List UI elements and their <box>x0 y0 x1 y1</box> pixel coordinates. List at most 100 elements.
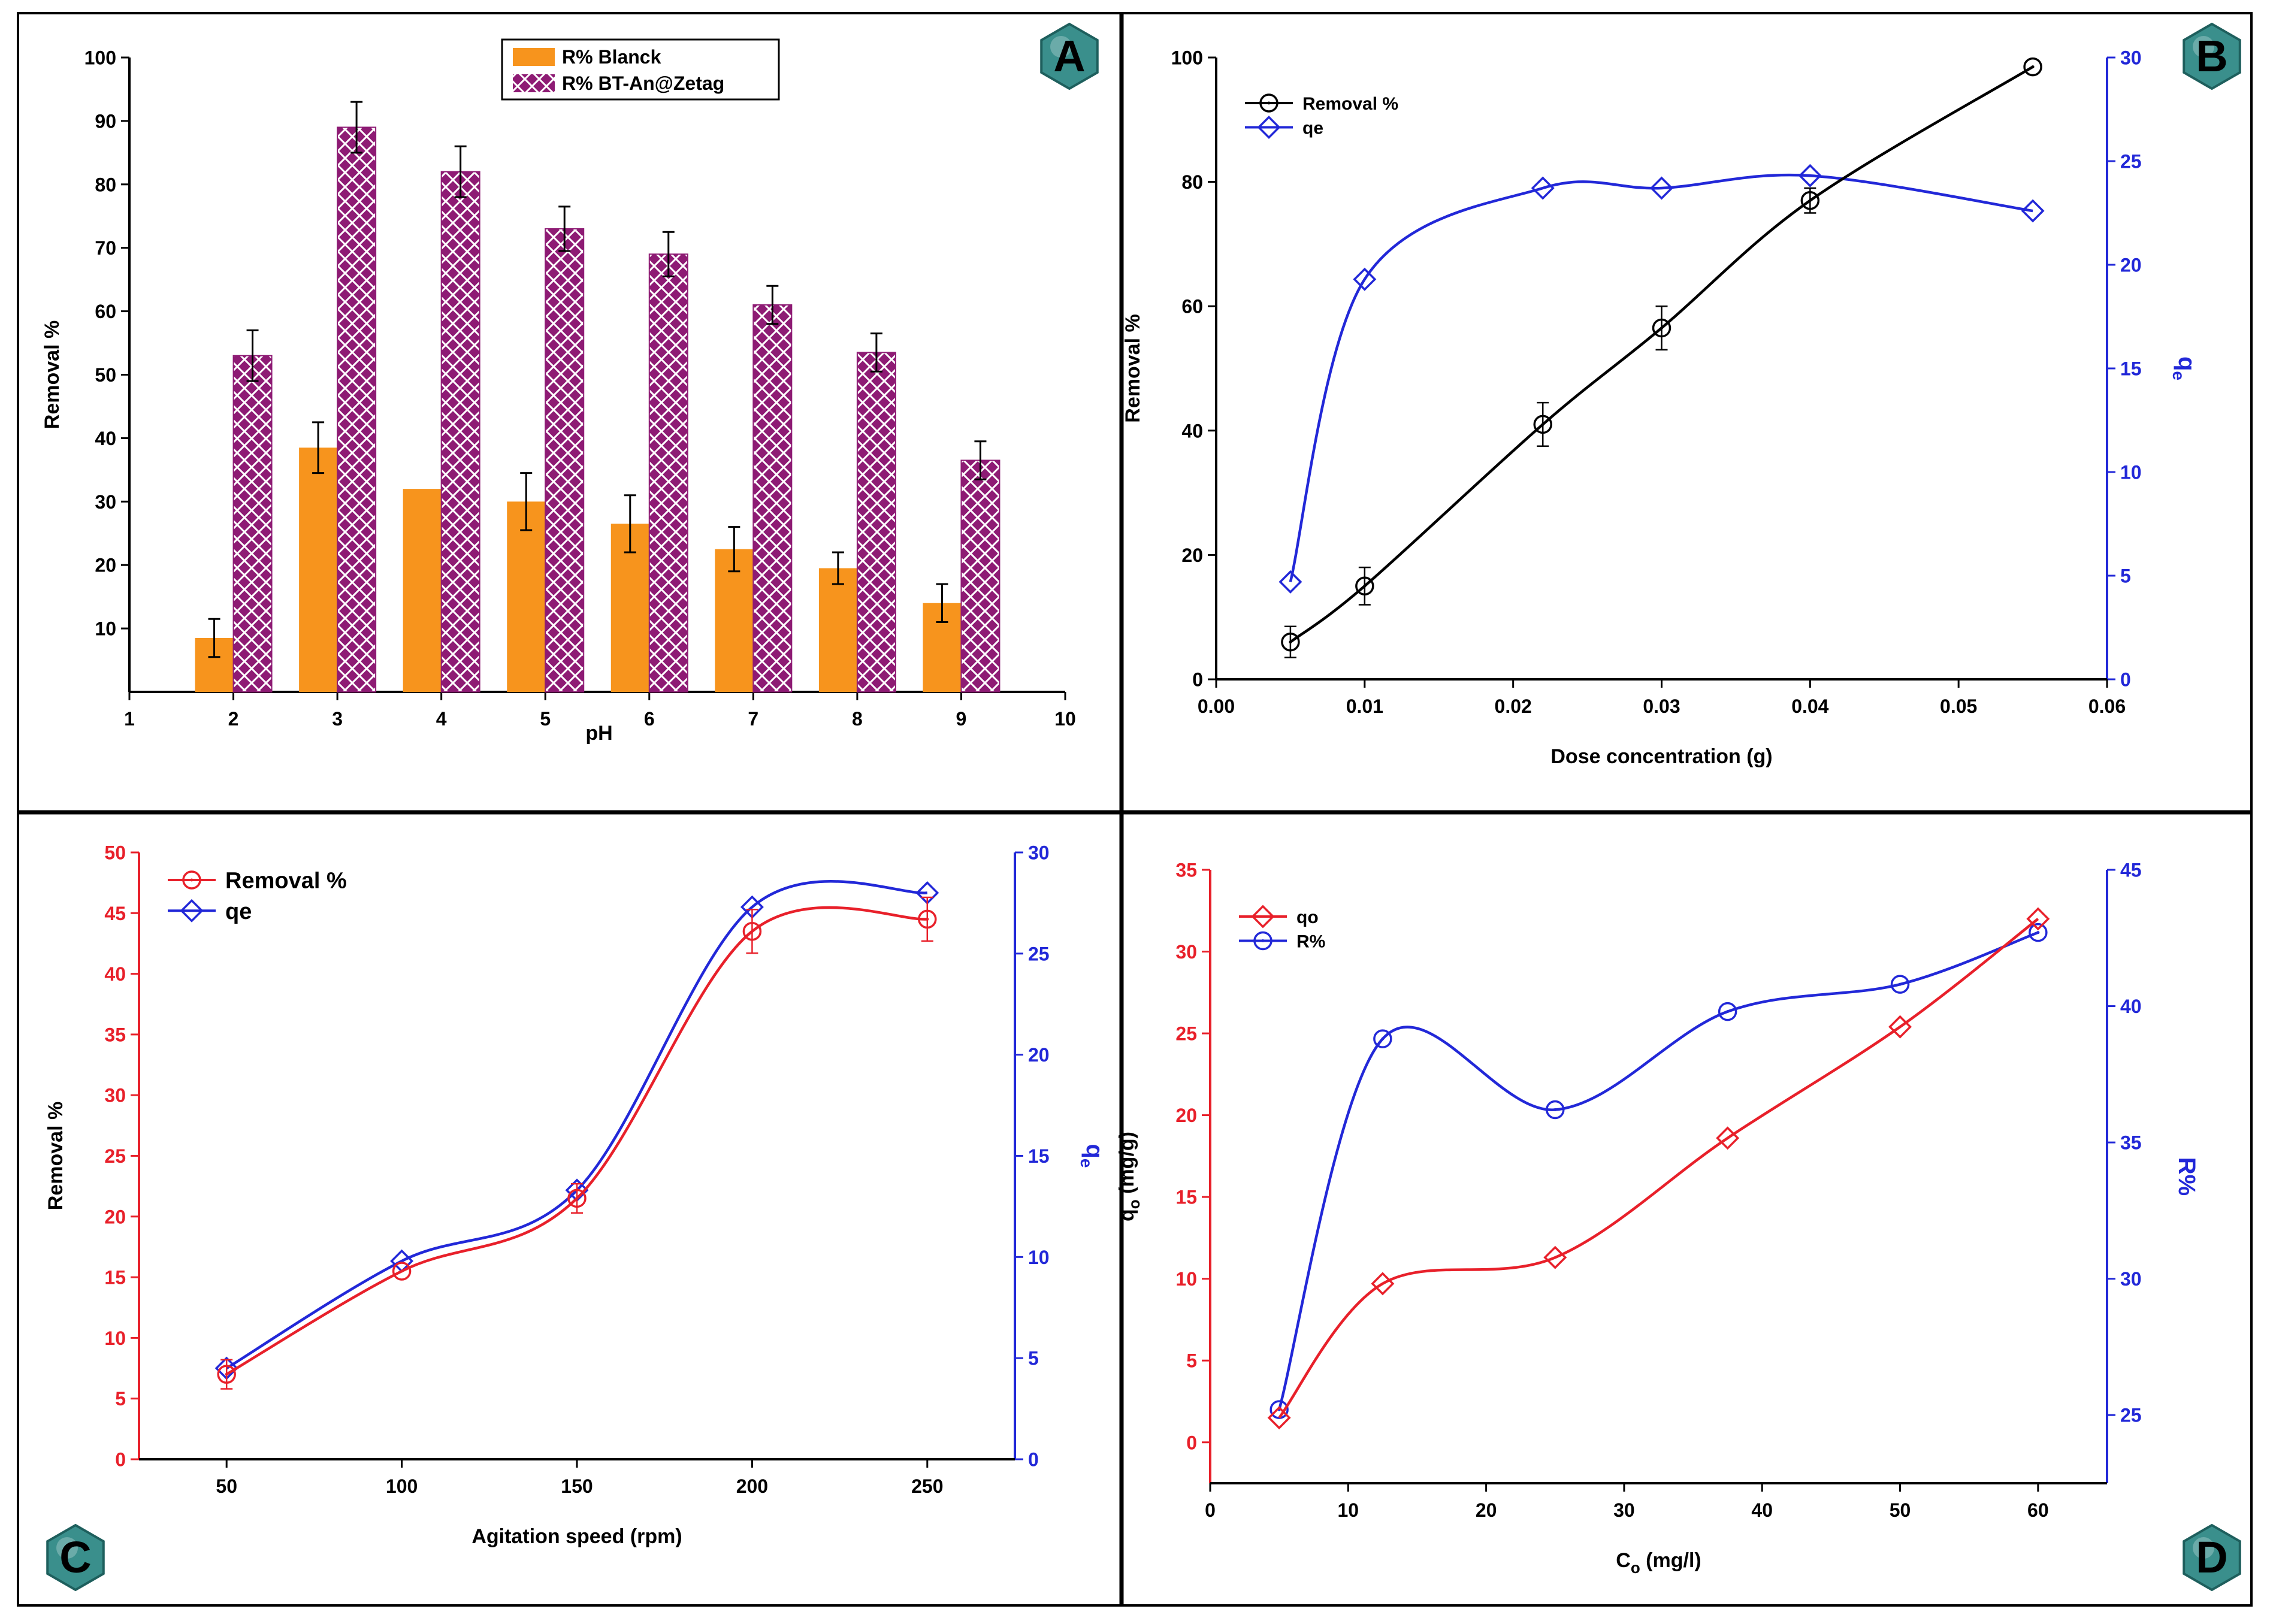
x-tick-label: 50 <box>1890 1499 1911 1521</box>
y-tick-label: 10 <box>1028 1247 1050 1268</box>
legend-marker-dot <box>190 878 194 882</box>
bar-bt-8 <box>856 352 896 692</box>
legend-label: Removal % <box>1302 94 1398 114</box>
series-removal-point-dot <box>2031 65 2035 69</box>
panel-a-chart: 10 20 30 40 50 60 70 80 90 100 1 2 3 4 5 6 7 8 9 10 pH Remova… <box>41 38 1076 745</box>
x-axis-title-main: C <box>1616 1549 1631 1572</box>
legend-marker <box>1257 116 1281 139</box>
bar-bt-4 <box>440 171 480 692</box>
panel-c-chart: 0 5 10 15 20 25 30 35 40 45 50 0 5 10 15 20 25 30 50 100 150… <box>44 842 1108 1548</box>
left-axis-title-main: Removal % <box>1122 314 1144 422</box>
right-axis-title: R% <box>2174 1157 2200 1196</box>
bar-bt-6 <box>648 253 688 693</box>
legend-swatch-blank <box>513 48 555 66</box>
bar-bt-7 <box>752 304 793 692</box>
x-tick-label: 7 <box>748 708 758 730</box>
y-tick-label: 25 <box>2120 151 2142 173</box>
bar-bt-9 <box>960 459 1001 693</box>
left-axis-title: Removal % <box>1122 314 1144 422</box>
x-axis-title: Agitation speed (rpm) <box>471 1525 682 1548</box>
left-axis-title-sub: o <box>1125 1199 1143 1209</box>
x-tick-label: 0.04 <box>1791 695 1828 717</box>
y-tick-label: 40 <box>95 428 116 449</box>
x-tick-label: 2 <box>228 708 239 730</box>
legend-label: R% BT-An@Zetag <box>562 72 724 94</box>
x-tick-label: 10 <box>1054 708 1076 730</box>
y-tick-label: 50 <box>95 364 116 386</box>
x-tick-label: 100 <box>386 1475 418 1497</box>
series-r-point <box>1373 1029 1392 1048</box>
badge-letter: D <box>2196 1532 2227 1582</box>
legend-marker <box>1253 931 1272 951</box>
badge-highlight <box>2193 36 2214 58</box>
y-tick-label: 5 <box>115 1388 126 1410</box>
y-tick-label: 20 <box>1181 545 1203 566</box>
y-tick-label: 25 <box>1028 943 1050 964</box>
x-tick-label: 8 <box>852 708 863 730</box>
legend-label: R% <box>1296 932 1325 951</box>
series-qo-point <box>1888 1015 1912 1039</box>
x-tick-label: 0.06 <box>2088 695 2126 717</box>
x-axis-title-main: Agitation speed (rpm) <box>471 1525 682 1548</box>
y-tick-label: 30 <box>1175 941 1197 963</box>
badge-hexagon <box>2183 22 2241 90</box>
series-qo-line <box>1278 918 2039 1419</box>
legend-marker <box>1251 905 1275 929</box>
series-qo-point <box>2026 907 2050 931</box>
bar-blank-7 <box>715 549 754 692</box>
x-tick-label: 0 <box>1205 1499 1216 1521</box>
badge-letter: B <box>2196 31 2227 81</box>
y-tick-label: 10 <box>2120 462 2142 483</box>
series-removal-point <box>2023 57 2042 77</box>
y-tick-label: 0 <box>1186 1432 1197 1453</box>
series-r-point-dot <box>1726 1010 1730 1014</box>
badge-highlight <box>2193 1537 2214 1559</box>
x-axis-title-unit: (mg/l) <box>1640 1549 1701 1572</box>
x-axis-title-sub: o <box>1631 1559 1640 1577</box>
series-r-point-dot <box>2036 931 2040 935</box>
y-tick-label: 45 <box>104 903 126 924</box>
x-tick-label: 250 <box>911 1475 943 1497</box>
x-tick-label: 0.01 <box>1346 695 1383 717</box>
y-tick-label: 15 <box>1175 1187 1197 1208</box>
panel-badge-A: A <box>1040 22 1099 90</box>
y-tick-label: 30 <box>1028 842 1050 864</box>
series-qe-point <box>1531 176 1555 200</box>
y-tick-label: 15 <box>1028 1145 1050 1167</box>
right-axis-title-sub: e <box>2169 371 2188 380</box>
legend-label: qe <box>1302 118 1323 138</box>
y-tick-label: 20 <box>1028 1044 1050 1066</box>
x-axis-title-main: Dose concentration (g) <box>1550 745 1772 768</box>
x-tick-label: 5 <box>540 708 551 730</box>
bar-blank-8 <box>818 568 857 692</box>
series-removal-point <box>392 1262 412 1281</box>
bar-blank-5 <box>507 501 546 692</box>
y-tick-label: 30 <box>104 1085 126 1106</box>
y-tick-label: 90 <box>95 110 116 132</box>
right-axis-title-sub: e <box>1077 1159 1096 1168</box>
series-r-point <box>1269 1400 1289 1419</box>
legend-swatch-bt <box>513 74 555 92</box>
y-tick-label: 20 <box>95 555 116 576</box>
y-tick-label: 30 <box>2120 47 2142 69</box>
y-tick-label: 100 <box>1171 47 1203 69</box>
y-tick-label: 5 <box>1028 1348 1039 1369</box>
y-tick-label: 60 <box>95 301 116 322</box>
x-tick-label: 40 <box>1751 1499 1773 1521</box>
y-tick-label: 45 <box>2120 860 2142 881</box>
y-tick-label: 0 <box>115 1449 126 1471</box>
y-tick-label: 100 <box>84 47 116 69</box>
y-tick-label: 0 <box>2120 669 2131 691</box>
series-removal-point-dot <box>400 1269 404 1273</box>
y-tick-label: 35 <box>1175 860 1197 881</box>
x-tick-label: 200 <box>736 1475 768 1497</box>
y-tick-label: 25 <box>2120 1405 2142 1426</box>
y-tick-label: 40 <box>2120 996 2142 1017</box>
legend-marker <box>1259 93 1278 113</box>
panel-badge-B: B <box>2183 22 2241 90</box>
panel-badge-C: C <box>46 1523 105 1592</box>
legend-marker-dot <box>1261 939 1265 942</box>
y-tick-label: 0 <box>1028 1449 1039 1471</box>
